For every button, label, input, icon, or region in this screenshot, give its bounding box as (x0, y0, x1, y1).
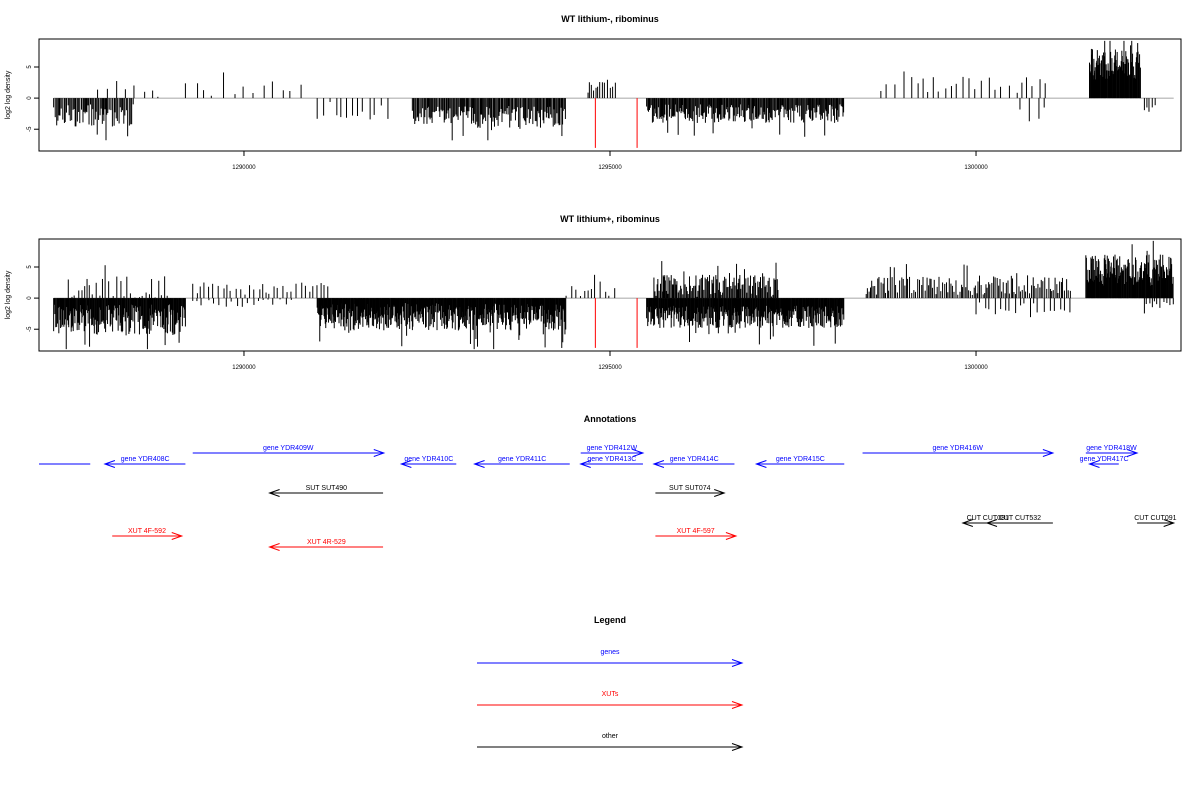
arrow-head (985, 519, 998, 527)
y-axis-label: log2 log density (5, 270, 12, 319)
arrow-head (103, 460, 116, 468)
feature-label: gene YDR411C (498, 456, 546, 463)
feature-gene: gene YDR409W (192, 445, 386, 457)
feature-gene: gene YDR411C (473, 456, 570, 468)
feature-label: gene YDR416W (932, 445, 983, 452)
feature-other: CUT CUT091 (1134, 515, 1177, 527)
axis-ticks: 1290000 1295000 1300000 -5 0 5 (27, 65, 988, 171)
y-tick-label: 5 (27, 265, 33, 269)
legend-label: XUTs (602, 691, 619, 698)
feature-label: gene YDR418W (1086, 445, 1137, 452)
x-tick-label: 1290000 (232, 165, 256, 171)
feature-xut: XUT 4F-592 (112, 528, 184, 540)
arrow-head (632, 449, 645, 457)
x-tick-label: 1295000 (598, 365, 622, 371)
arrow-head (473, 460, 485, 468)
feature-label: gene YDR414C (670, 456, 719, 463)
feature-label: XUT 4R-529 (307, 539, 346, 546)
arrow-head (1163, 519, 1176, 527)
arrow-head (399, 460, 412, 468)
arrow-head (731, 743, 744, 751)
legend: Legend genes XUTs other (477, 615, 744, 751)
arrow-head (961, 519, 974, 527)
arrow-head (1042, 449, 1055, 457)
legend-label: other (602, 733, 619, 740)
feature-label: gene YDR408C (121, 456, 170, 463)
feature-label: CUT CUT091 (1134, 515, 1176, 522)
arrow-head (725, 532, 738, 540)
x-tick-label: 1300000 (964, 365, 988, 371)
arrow-head (731, 659, 744, 667)
feature-gene: gene YDR416W (862, 445, 1055, 457)
arrow-head (1087, 460, 1100, 468)
feature-label: gene YDR417C (1080, 456, 1129, 463)
y-tick-label: -5 (27, 326, 33, 332)
feature-other: SUT SUT490 (268, 485, 384, 497)
feature-xut: XUT 4F-597 (655, 528, 738, 540)
feature-gene: gene YDR415C (754, 456, 845, 468)
feature-label: gene YDR409W (263, 445, 314, 452)
arrow-head (373, 449, 386, 457)
arrow-head (754, 460, 767, 468)
feature-other: SUT SUT074 (655, 485, 726, 497)
y-axis-label: log2 log density (5, 70, 12, 119)
arrow-head (579, 460, 591, 468)
legend-item-xut: XUTs (477, 691, 744, 709)
feature-arrows: gene YDR408C gene YDR409W gene YDR410C gene… (39, 445, 1177, 551)
arrow-head (652, 460, 665, 468)
feature-label: XUT 4F-597 (677, 528, 715, 535)
legend-items: genes XUTs other (477, 649, 744, 751)
feature-gene: gene YDR417C (1080, 456, 1129, 468)
coverage-bars (53, 40, 1174, 148)
arrow-head (731, 701, 744, 709)
feature-label: gene YDR412W (587, 445, 638, 452)
axis-ticks: 1290000 1295000 1300000 -5 0 5 (27, 265, 988, 371)
legend-title: Legend (594, 615, 626, 625)
feature-other: CUT CUT532 (985, 515, 1053, 527)
y-tick-label: 0 (27, 296, 33, 300)
arrow-head (268, 543, 280, 551)
y-tick-label: 5 (27, 65, 33, 69)
feature-gene: gene YDR414C (652, 456, 735, 468)
feature-label: SUT SUT490 (306, 485, 348, 492)
panel-title: WT lithium+, ribominus (560, 214, 660, 224)
feature-label: XUT 4F-592 (128, 528, 166, 535)
feature-label: CUT CUT532 (999, 515, 1041, 522)
feature-gene: gene YDR418W (1085, 445, 1139, 457)
y-tick-label: 0 (27, 96, 33, 100)
annotations-title: Annotations (584, 414, 637, 424)
feature-xut: XUT 4R-529 (268, 539, 384, 551)
feature-label: gene YDR413C (587, 456, 636, 463)
feature-gene: gene YDR410C (399, 456, 457, 468)
panel-title: WT lithium-, ribominus (561, 14, 659, 24)
feature-label: gene YDR410C (404, 456, 453, 463)
feature-gene: gene YDR412W (580, 445, 645, 457)
y-tick-label: -5 (27, 126, 33, 132)
arrow-head (268, 489, 280, 497)
feature-gene: gene YDR413C (579, 456, 643, 468)
x-tick-label: 1290000 (232, 365, 256, 371)
feature-gene: gene YDR408C (103, 456, 186, 468)
feature-label: SUT SUT074 (669, 485, 711, 492)
coverage-panel-lithium-plus: WT lithium+, ribominus log2 log density … (5, 214, 1182, 371)
feature-label: gene YDR415C (776, 456, 825, 463)
feature-label: CUT CUT081 (967, 515, 1009, 522)
coverage-panel-lithium-minus: WT lithium-, ribominus log2 log density … (5, 14, 1182, 171)
arrow-head (714, 489, 726, 497)
arrow-head (171, 532, 184, 540)
legend-item-gene: genes (477, 649, 744, 667)
x-tick-label: 1300000 (964, 165, 988, 171)
legend-label: genes (600, 649, 620, 656)
arrow-head (1126, 449, 1139, 457)
legend-item-other: other (477, 733, 744, 751)
coverage-bars (53, 240, 1174, 350)
x-tick-label: 1295000 (598, 165, 622, 171)
